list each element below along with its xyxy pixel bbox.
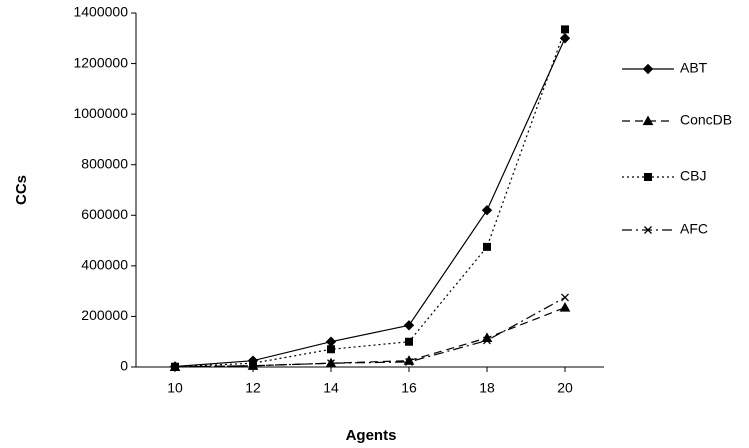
y-tick-label: 1400000 bbox=[73, 4, 128, 20]
marker bbox=[325, 336, 337, 347]
marker bbox=[327, 359, 335, 368]
marker bbox=[405, 337, 413, 346]
y-tick-label: 400000 bbox=[81, 257, 128, 273]
y-tick-label: 1000000 bbox=[73, 105, 128, 121]
legend-label: CBJ bbox=[680, 168, 706, 184]
x-tick-label: 20 bbox=[557, 380, 573, 396]
marker bbox=[481, 205, 493, 216]
x-axis-label: Agents bbox=[346, 427, 397, 444]
marker bbox=[171, 362, 179, 371]
marker bbox=[559, 302, 571, 312]
legend-label: ConcDB bbox=[680, 112, 732, 128]
legend-label: AFC bbox=[680, 221, 708, 237]
x-tick-label: 18 bbox=[479, 380, 495, 396]
marker bbox=[644, 226, 652, 234]
y-tick-label: 1200000 bbox=[73, 54, 128, 70]
marker bbox=[644, 173, 652, 181]
marker bbox=[642, 63, 654, 75]
series-line bbox=[174, 307, 566, 368]
legend-label: ABT bbox=[680, 60, 708, 76]
marker bbox=[561, 25, 569, 34]
y-tick-label: 800000 bbox=[81, 155, 128, 171]
marker bbox=[327, 345, 335, 354]
series-line bbox=[174, 29, 566, 368]
marker bbox=[249, 361, 257, 370]
marker bbox=[249, 359, 257, 368]
x-tick-label: 14 bbox=[323, 380, 339, 396]
x-tick-label: 16 bbox=[401, 380, 417, 396]
marker bbox=[405, 357, 413, 366]
marker bbox=[561, 293, 569, 302]
x-tick-label: 12 bbox=[245, 380, 261, 396]
x-tick-label: 10 bbox=[167, 380, 183, 396]
y-tick-label: 0 bbox=[120, 358, 128, 374]
series-line bbox=[174, 38, 566, 368]
marker bbox=[483, 336, 491, 345]
y-tick-label: 200000 bbox=[81, 307, 128, 323]
y-axis-label: CCs bbox=[13, 175, 30, 205]
series-line bbox=[174, 296, 566, 368]
marker bbox=[642, 115, 654, 126]
y-tick-label: 600000 bbox=[81, 206, 128, 222]
marker bbox=[483, 242, 491, 251]
marker bbox=[403, 320, 415, 331]
